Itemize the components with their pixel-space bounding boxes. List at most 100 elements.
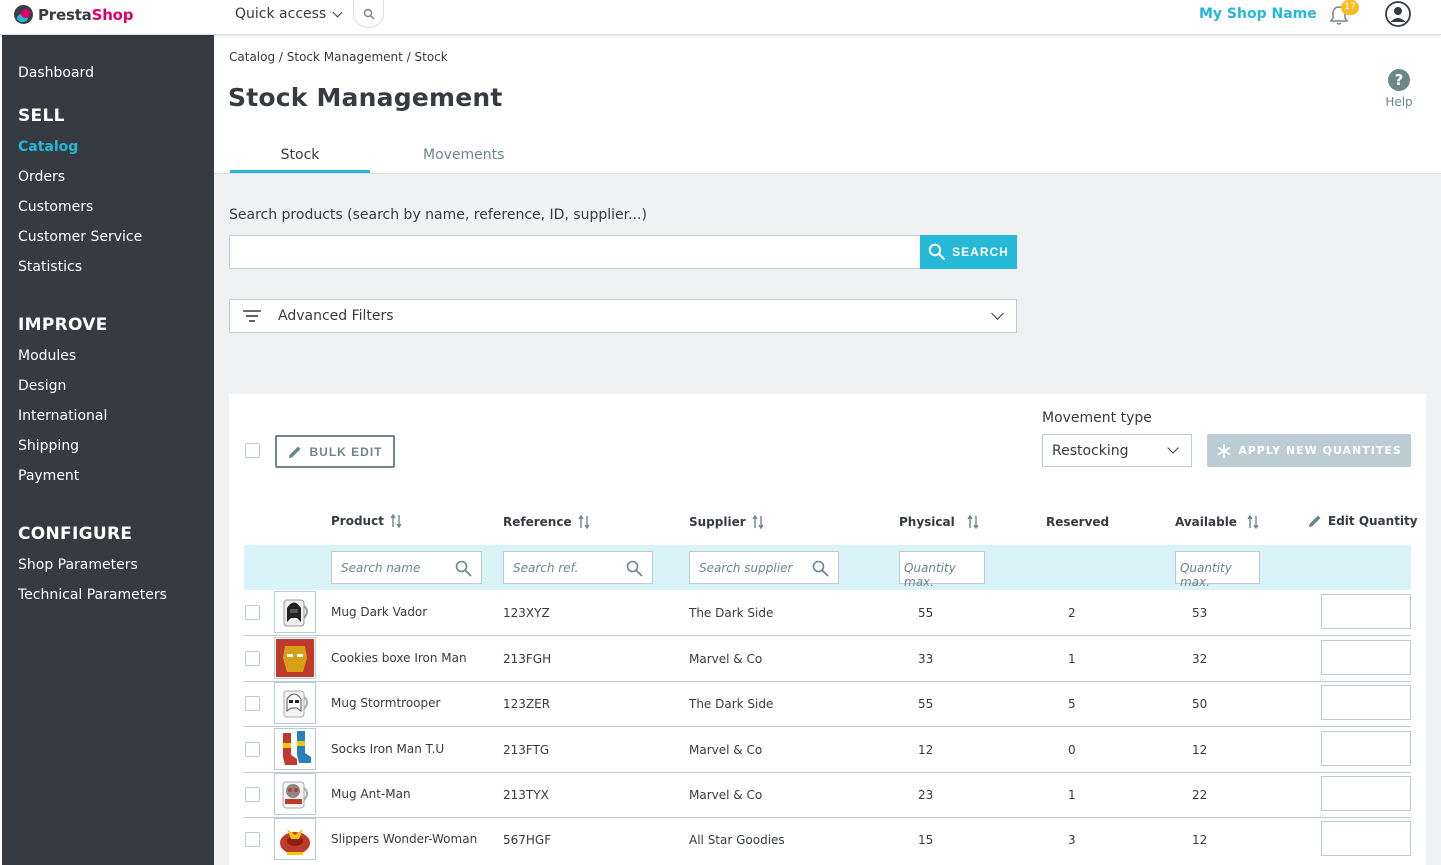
column-header-reference[interactable]: Reference [503, 515, 590, 529]
sidebar-section-improve: IMPROVE [18, 315, 108, 335]
sidebar-item-design[interactable]: Design [18, 378, 67, 394]
filter-reference-input[interactable]: Search ref. [503, 551, 653, 584]
sidebar-item-orders[interactable]: Orders [18, 169, 66, 185]
tab-movements[interactable]: Movements [423, 147, 505, 163]
sidebar-item-dashboard[interactable]: Dashboard [18, 65, 94, 81]
apply-label: APPLY NEW QUANTITES [1238, 444, 1402, 457]
sidebar-item-international[interactable]: International [18, 408, 108, 424]
product-name[interactable]: Slippers Wonder-Woman [331, 832, 478, 846]
filter-placeholder: Search ref. [513, 561, 579, 575]
product-name[interactable]: Mug Dark Vador [331, 605, 428, 619]
sidebar-item-customer-service[interactable]: Customer Service [18, 229, 143, 245]
sort-icon [967, 515, 979, 529]
sort-icon [390, 514, 402, 528]
table-row: Socks Iron Man T.U 213FTG Marvel & Co 12… [244, 727, 1411, 773]
quick-access-label: Quick access [235, 6, 327, 22]
sidebar-item-customers[interactable]: Customers [18, 199, 94, 215]
row-checkbox[interactable] [245, 787, 260, 802]
product-name[interactable]: Mug Stormtrooper [331, 696, 441, 710]
product-reference: 123XYZ [503, 606, 550, 620]
top-search-button[interactable] [353, 0, 384, 28]
prestashop-logo[interactable]: PrestaShop [14, 5, 134, 24]
advanced-filters-label: Advanced Filters [278, 308, 394, 324]
sidebar-item-payment[interactable]: Payment [18, 468, 80, 484]
shop-name-link[interactable]: My Shop Name [1199, 6, 1317, 22]
available-qty: 22 [1192, 788, 1208, 802]
stock-table-panel [229, 394, 1426, 865]
column-label: Reserved [1046, 515, 1110, 529]
table-row: Slippers Wonder-Woman 567HGF All Star Go… [244, 817, 1411, 863]
sidebar-item-modules[interactable]: Modules [18, 348, 77, 364]
help-button[interactable]: ? Help [1385, 69, 1413, 109]
column-header-edit-quantity: Edit Quantity [1308, 514, 1418, 528]
filter-physical-max-input[interactable]: Quantity max. [899, 551, 985, 589]
bulk-edit-button[interactable]: BULK EDIT [275, 435, 395, 468]
filter-name-input[interactable]: Search name [331, 551, 482, 584]
product-thumbnail[interactable] [274, 637, 316, 679]
column-label: Reference [503, 515, 572, 529]
product-thumbnail[interactable] [274, 728, 316, 770]
product-thumbnail[interactable] [274, 682, 316, 724]
user-avatar-icon[interactable] [1385, 1, 1411, 27]
physical-qty: 12 [918, 743, 934, 757]
search-button[interactable]: SEARCH [920, 235, 1017, 269]
help-label: Help [1385, 95, 1413, 109]
row-checkbox[interactable] [245, 832, 260, 847]
edit-quantity-input[interactable] [1321, 821, 1411, 856]
row-checkbox[interactable] [245, 696, 260, 711]
product-name[interactable]: Cookies boxe Iron Man [331, 651, 467, 665]
edit-quantity-input[interactable] [1321, 776, 1411, 811]
column-header-physical[interactable]: Physical [899, 515, 979, 529]
quick-access-dropdown[interactable]: Quick access [235, 6, 343, 22]
sort-icon [578, 515, 590, 529]
breadcrumb[interactable]: Catalog / Stock Management / Stock [229, 50, 448, 64]
filter-icon [243, 310, 261, 322]
sidebar-item-catalog[interactable]: Catalog [18, 139, 79, 155]
available-qty: 53 [1192, 606, 1208, 620]
table-row: Mug Dark Vador 123XYZ The Dark Side 55 2… [244, 590, 1411, 636]
chevron-down-icon [1167, 442, 1179, 454]
product-reference: 567HGF [503, 833, 552, 847]
edit-quantity-input[interactable] [1321, 594, 1411, 629]
pencil-icon [1309, 515, 1321, 527]
sidebar-item-shop-parameters[interactable]: Shop Parameters [18, 557, 138, 573]
product-thumbnail[interactable] [274, 818, 316, 860]
advanced-filters-toggle[interactable]: Advanced Filters [229, 299, 1017, 333]
search-input[interactable] [229, 235, 921, 269]
sidebar-item-statistics[interactable]: Statistics [18, 259, 82, 275]
filter-placeholder: Quantity max. [904, 561, 956, 589]
edit-quantity-input[interactable] [1321, 731, 1411, 766]
product-thumbnail[interactable] [274, 773, 316, 815]
row-checkbox[interactable] [245, 742, 260, 757]
product-supplier: The Dark Side [689, 606, 774, 620]
filter-available-max-input[interactable]: Quantity max. [1175, 551, 1260, 589]
sidebar-item-technical-parameters[interactable]: Technical Parameters [18, 587, 167, 603]
sidebar-section-configure: CONFIGURE [18, 524, 133, 544]
column-header-supplier[interactable]: Supplier [689, 515, 764, 529]
product-thumbnail[interactable] [274, 591, 316, 633]
row-checkbox[interactable] [245, 605, 260, 620]
reserved-qty: 2 [1068, 606, 1076, 620]
column-header-product[interactable]: Product [331, 514, 402, 528]
product-name[interactable]: Socks Iron Man T.U [331, 742, 445, 756]
select-all-checkbox[interactable] [245, 443, 260, 458]
reserved-qty: 1 [1068, 788, 1076, 802]
apply-new-quantities-button[interactable]: APPLY NEW QUANTITES [1207, 434, 1411, 467]
column-header-available[interactable]: Available [1175, 515, 1259, 529]
sidebar-item-shipping[interactable]: Shipping [18, 438, 80, 454]
movement-type-select[interactable]: Restocking [1042, 434, 1192, 467]
edit-quantity-input[interactable] [1321, 685, 1411, 720]
edit-quantity-input[interactable] [1321, 640, 1411, 675]
column-label: Edit Quantity [1328, 514, 1418, 528]
sort-icon [752, 515, 764, 529]
search-button-label: SEARCH [952, 245, 1009, 259]
tab-stock[interactable]: Stock [230, 147, 370, 173]
filter-supplier-input[interactable]: Search supplier [689, 551, 839, 584]
row-checkbox[interactable] [245, 651, 260, 666]
physical-qty: 23 [918, 788, 934, 802]
product-name[interactable]: Mug Ant-Man [331, 787, 411, 801]
physical-qty: 55 [918, 606, 934, 620]
column-label: Available [1175, 515, 1237, 529]
column-label: Product [331, 514, 384, 528]
available-qty: 32 [1192, 652, 1208, 666]
